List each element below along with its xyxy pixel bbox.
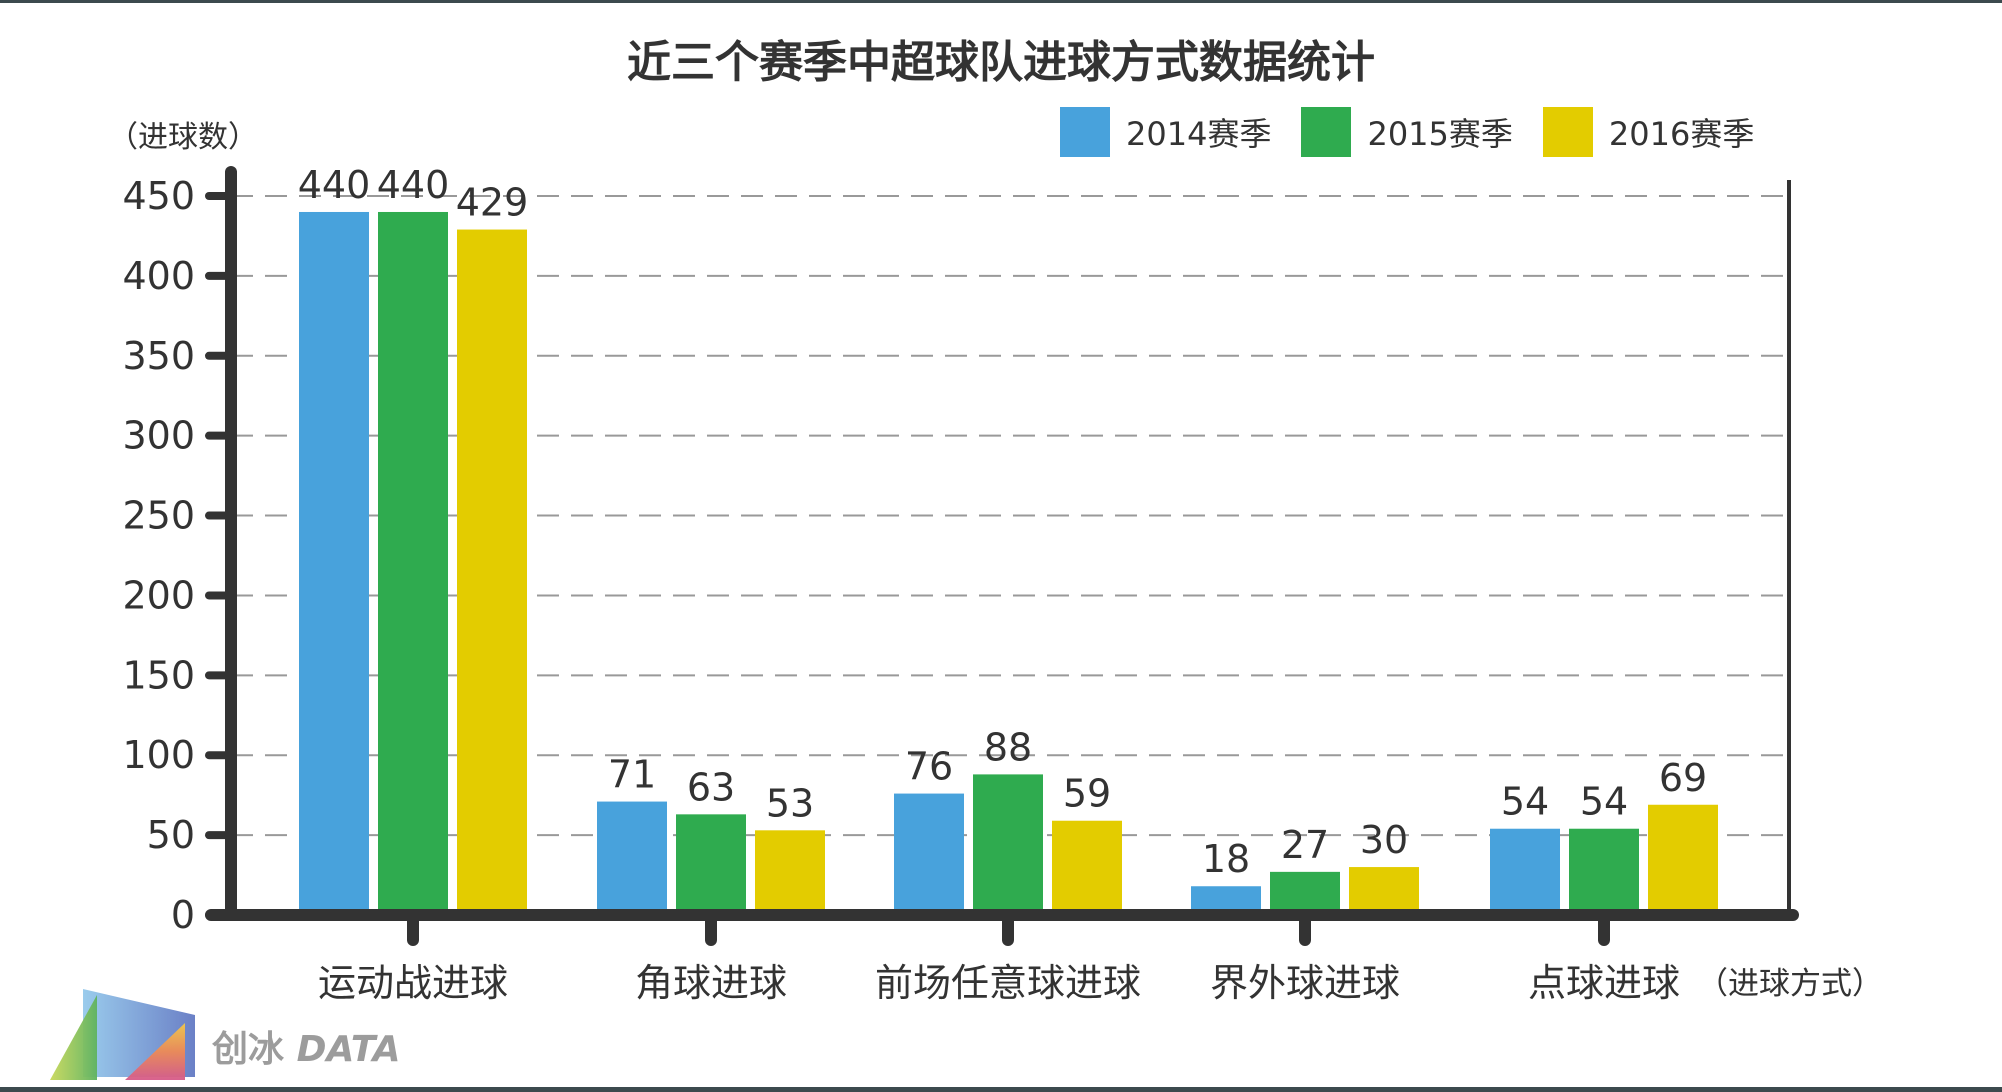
data-label: 76 [905, 745, 953, 789]
bar [1569, 828, 1639, 915]
legend-item-2016: 2016赛季 [1542, 107, 1755, 157]
y-tick-label: 200 [122, 573, 195, 617]
bar [378, 211, 448, 915]
bar [1490, 828, 1560, 915]
data-label: 18 [1202, 837, 1250, 881]
bar [973, 774, 1043, 915]
data-label: 30 [1360, 818, 1408, 862]
logo-text-en: DATA [296, 1029, 401, 1070]
bar [457, 229, 527, 915]
bottom-border [0, 1087, 2002, 1092]
bar [755, 830, 825, 915]
data-label: 54 [1501, 780, 1549, 824]
data-label: 440 [298, 163, 371, 207]
data-label: 440 [377, 163, 450, 207]
legend-swatch [1301, 107, 1352, 157]
data-label: 54 [1580, 780, 1628, 824]
bar [894, 793, 964, 915]
bar [1052, 820, 1122, 915]
legend: 2014赛季 2015赛季 2016赛季 [1060, 107, 1754, 157]
y-tick-label: 400 [122, 254, 195, 298]
chart-title: 近三个赛季中超球队进球方式数据统计 [627, 37, 1375, 88]
legend-swatch [1542, 107, 1593, 157]
y-tick-label: 100 [122, 733, 195, 777]
legend-label: 2014赛季 [1126, 115, 1272, 153]
data-label: 429 [456, 181, 529, 225]
y-tick-label: 150 [122, 653, 195, 697]
y-tick-label: 300 [122, 414, 195, 458]
bar [1349, 867, 1419, 915]
bar [676, 814, 746, 915]
bar [1270, 871, 1340, 915]
top-border [0, 0, 2002, 3]
logo-text-cn: 创冰 [212, 1029, 285, 1070]
data-label: 63 [687, 765, 735, 809]
legend-item-2015: 2015赛季 [1301, 107, 1513, 157]
y-tick-label: 250 [122, 494, 195, 538]
bar [597, 801, 667, 915]
legend-label: 2015赛季 [1367, 115, 1513, 153]
data-label: 27 [1281, 823, 1329, 867]
x-tick-label: 前场任意球进球 [875, 961, 1141, 1005]
data-label: 69 [1659, 756, 1707, 800]
x-tick-label: 界外球进球 [1210, 961, 1400, 1005]
y-tick-label: 350 [122, 334, 195, 378]
logo-icon [50, 989, 195, 1080]
legend-swatch [1060, 107, 1110, 157]
data-label: 59 [1063, 772, 1111, 816]
y-axis-label: （进球数） [108, 120, 258, 155]
logo-text: 创冰 DATA [212, 1020, 400, 1072]
data-label: 71 [608, 753, 656, 797]
bar [299, 211, 369, 915]
data-label: 53 [766, 781, 814, 825]
legend-item-2014: 2014赛季 [1060, 107, 1271, 157]
y-tick-label: 450 [122, 174, 195, 218]
x-tick-label: 角球进球 [635, 961, 787, 1005]
y-tick-label: 0 [171, 893, 195, 937]
x-tick-label: 点球进球 [1528, 961, 1680, 1005]
x-tick-label: 运动战进球 [318, 961, 508, 1005]
legend-label: 2016赛季 [1608, 115, 1755, 153]
y-tick-label: 50 [147, 813, 195, 857]
x-axis-label: （进球方式） [1697, 966, 1883, 1002]
data-label: 88 [984, 725, 1032, 769]
bar [1648, 804, 1718, 915]
